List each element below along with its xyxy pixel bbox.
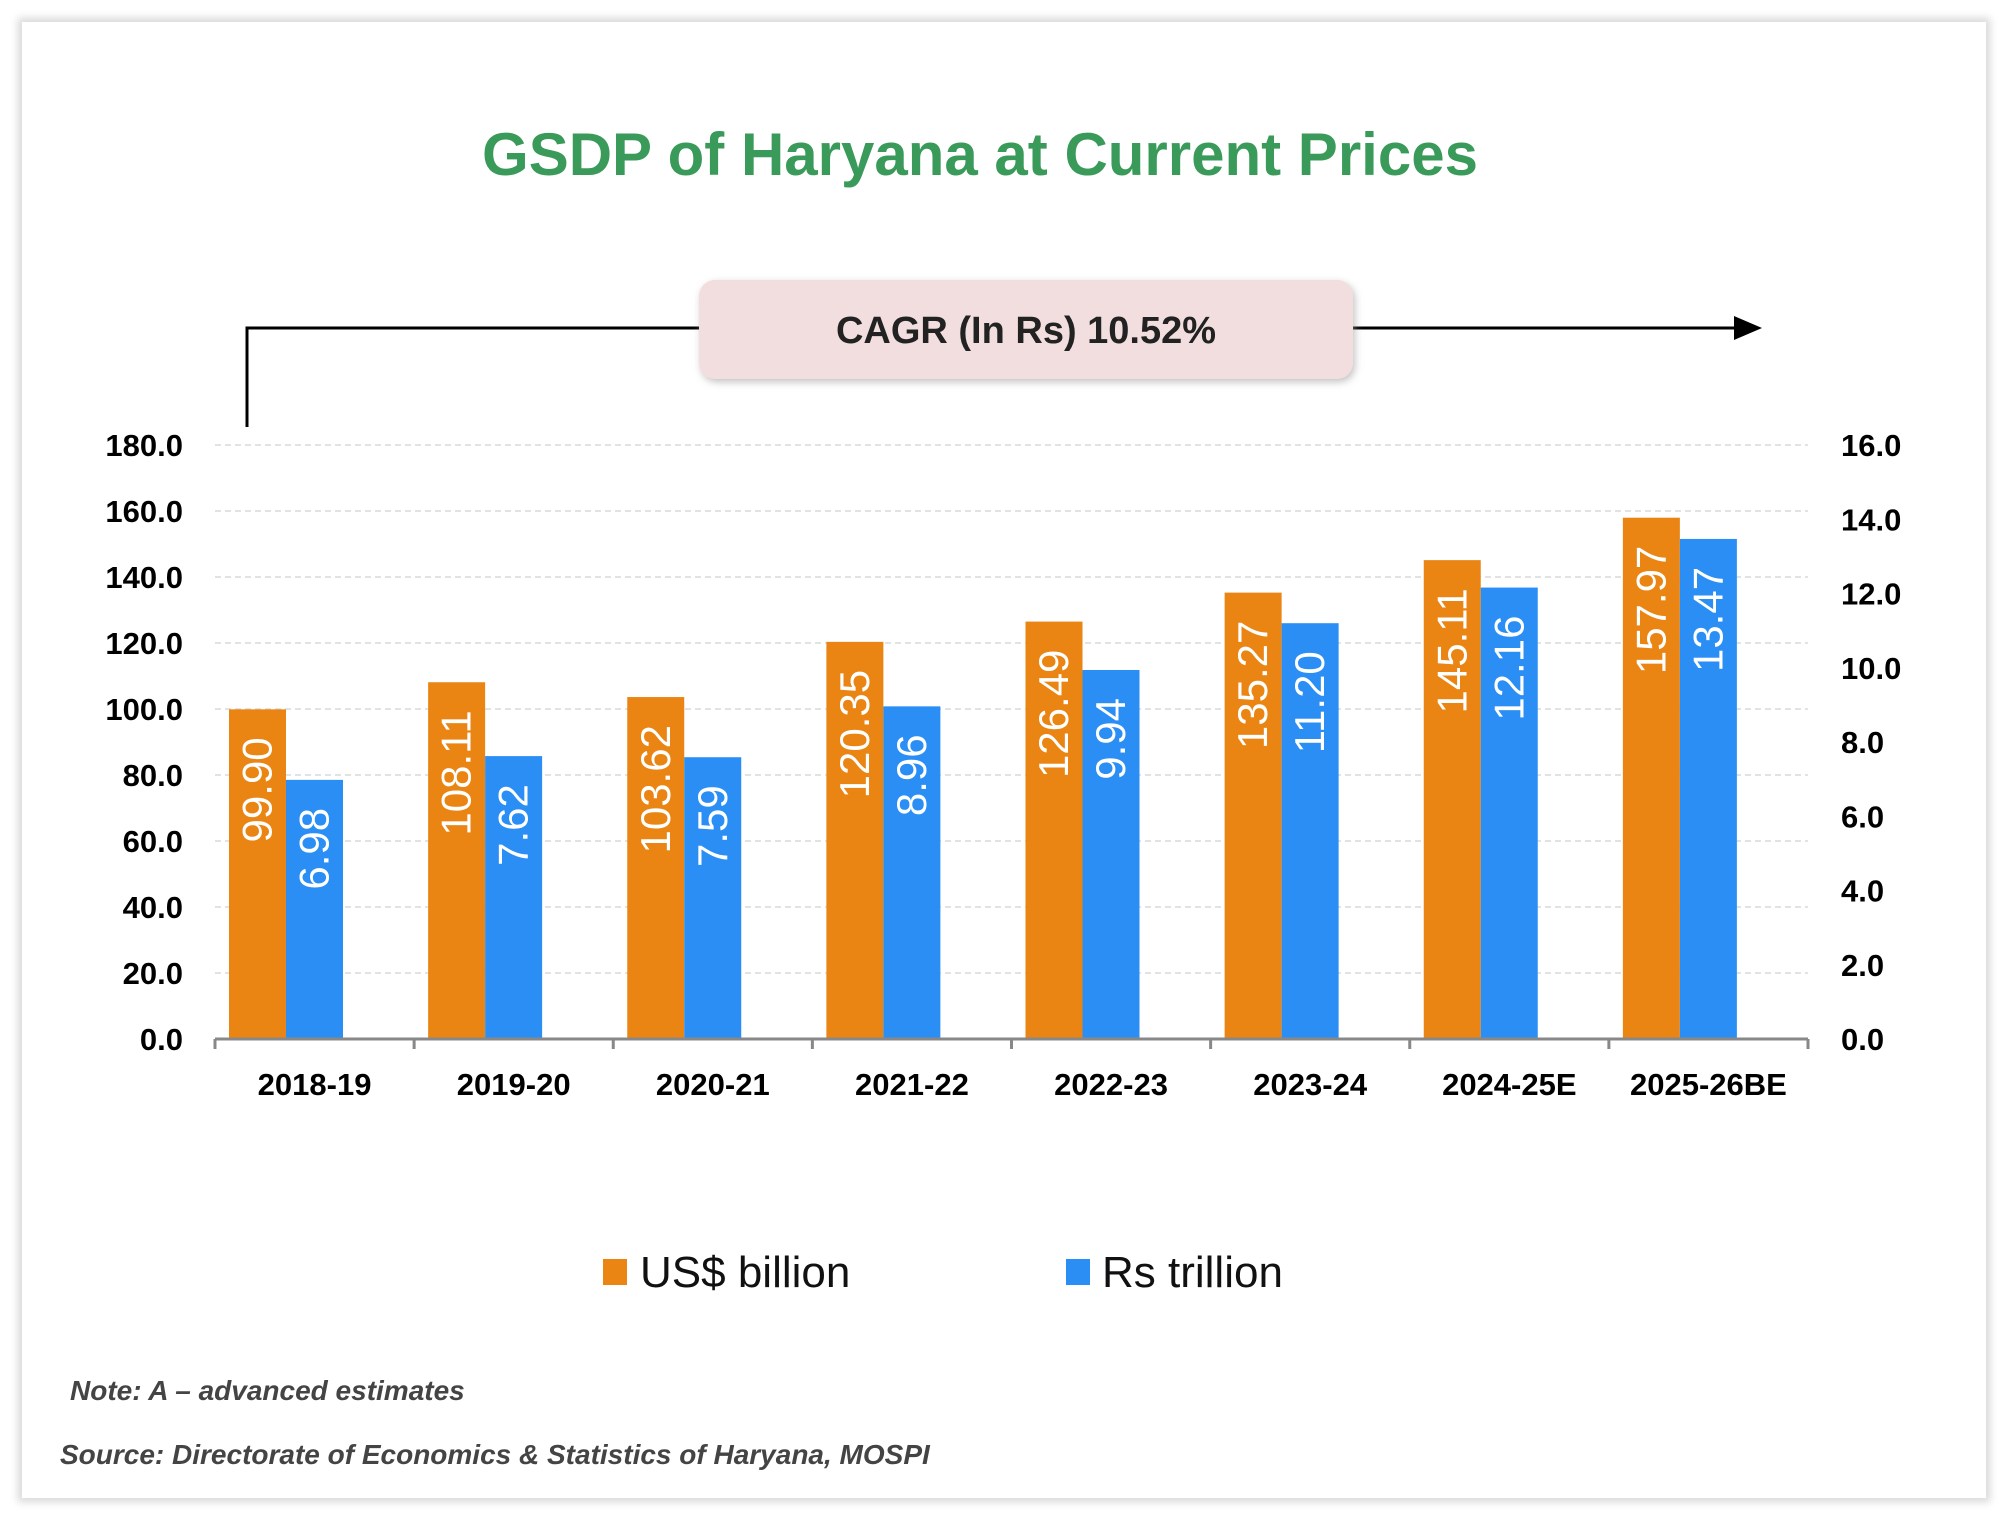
- category-label: 2023-24: [1253, 1067, 1368, 1102]
- bar-usd: [826, 641, 884, 1039]
- data-label: 103.62: [632, 725, 679, 853]
- data-label: 9.94: [1087, 698, 1134, 780]
- data-label: 7.62: [490, 784, 537, 866]
- bar-usd: [627, 697, 685, 1039]
- bar-rs: [1082, 669, 1140, 1039]
- data-label: 13.47: [1684, 567, 1731, 672]
- chart-title: GSDP of Haryana at Current Prices: [482, 121, 1478, 188]
- bar-rs: [684, 757, 742, 1039]
- data-label: 12.16: [1485, 616, 1532, 721]
- data-label: 157.97: [1627, 546, 1674, 674]
- left-axis-tick-label: 100.0: [105, 692, 183, 727]
- bar-rs: [1679, 538, 1737, 1039]
- right-axis-tick-label: 16.0: [1841, 428, 1901, 463]
- data-label: 6.98: [291, 808, 338, 890]
- legend-swatch-usd: [603, 1259, 627, 1285]
- bar-usd: [1423, 560, 1481, 1039]
- bar-rs: [1480, 587, 1538, 1039]
- bar-rs: [485, 756, 543, 1039]
- source-note: Source: Directorate of Economics & Stati…: [60, 1439, 931, 1470]
- left-axis-tick-label: 20.0: [123, 956, 183, 991]
- category-label: 2024-25E: [1442, 1067, 1576, 1102]
- data-label: 126.49: [1030, 650, 1077, 778]
- right-axis-tick-label: 10.0: [1841, 651, 1901, 686]
- bar-rs: [883, 706, 941, 1039]
- left-axis-tick-label: 60.0: [123, 824, 183, 859]
- footnote: Note: A – advanced estimates: [70, 1375, 465, 1406]
- legend-label-usd: US$ billion: [640, 1248, 850, 1297]
- bar-usd: [1224, 592, 1282, 1039]
- data-label: 145.11: [1428, 588, 1475, 713]
- left-axis-tick-label: 180.0: [105, 428, 183, 463]
- data-label: 135.27: [1229, 621, 1276, 749]
- category-label: 2020-21: [656, 1067, 770, 1102]
- legend-label-rs: Rs trillion: [1102, 1248, 1283, 1297]
- bar-usd: [428, 682, 486, 1039]
- category-label: 2018-19: [258, 1067, 372, 1102]
- legend-swatch-rs: [1066, 1259, 1090, 1285]
- bar-rs: [1281, 623, 1339, 1039]
- left-axis-tick-label: 40.0: [123, 890, 183, 925]
- legend: US$ billion Rs trillion: [603, 1248, 1283, 1297]
- category-label: 2021-22: [855, 1067, 969, 1102]
- left-axis-tick-label: 140.0: [105, 560, 183, 595]
- right-axis-tick-label: 12.0: [1841, 577, 1901, 612]
- data-label: 11.20: [1286, 651, 1333, 753]
- bar-usd: [229, 709, 286, 1039]
- bar-rs: [286, 779, 343, 1039]
- right-axis-tick-label: 0.0: [1841, 1022, 1884, 1057]
- right-axis-tick-label: 2.0: [1841, 948, 1884, 983]
- category-label: 2019-20: [457, 1067, 571, 1102]
- bar-usd: [1025, 621, 1083, 1039]
- data-label: 99.90: [234, 737, 281, 842]
- data-label: 120.35: [831, 670, 878, 798]
- cagr-box: CAGR (In Rs) 10.52%: [699, 280, 1353, 379]
- left-axis-tick-label: 120.0: [105, 626, 183, 661]
- right-axis-tick-label: 14.0: [1841, 502, 1901, 537]
- left-axis-tick-label: 160.0: [105, 494, 183, 529]
- right-axis-tick-label: 6.0: [1841, 799, 1884, 834]
- left-axis-tick-label: 0.0: [140, 1022, 183, 1057]
- cagr-label: CAGR (In Rs) 10.52%: [836, 310, 1216, 352]
- category-label: 2025-26BE: [1630, 1067, 1787, 1102]
- data-label: 7.59: [689, 785, 736, 867]
- left-axis-tick-label: 80.0: [123, 758, 183, 793]
- category-label: 2022-23: [1054, 1067, 1168, 1102]
- data-label: 108.11: [433, 710, 480, 835]
- right-axis-tick-label: 8.0: [1841, 725, 1884, 760]
- bar-usd: [1622, 517, 1680, 1039]
- data-label: 8.96: [888, 734, 935, 816]
- right-axis-tick-label: 4.0: [1841, 874, 1884, 909]
- cagr-arrow: [245, 316, 1762, 427]
